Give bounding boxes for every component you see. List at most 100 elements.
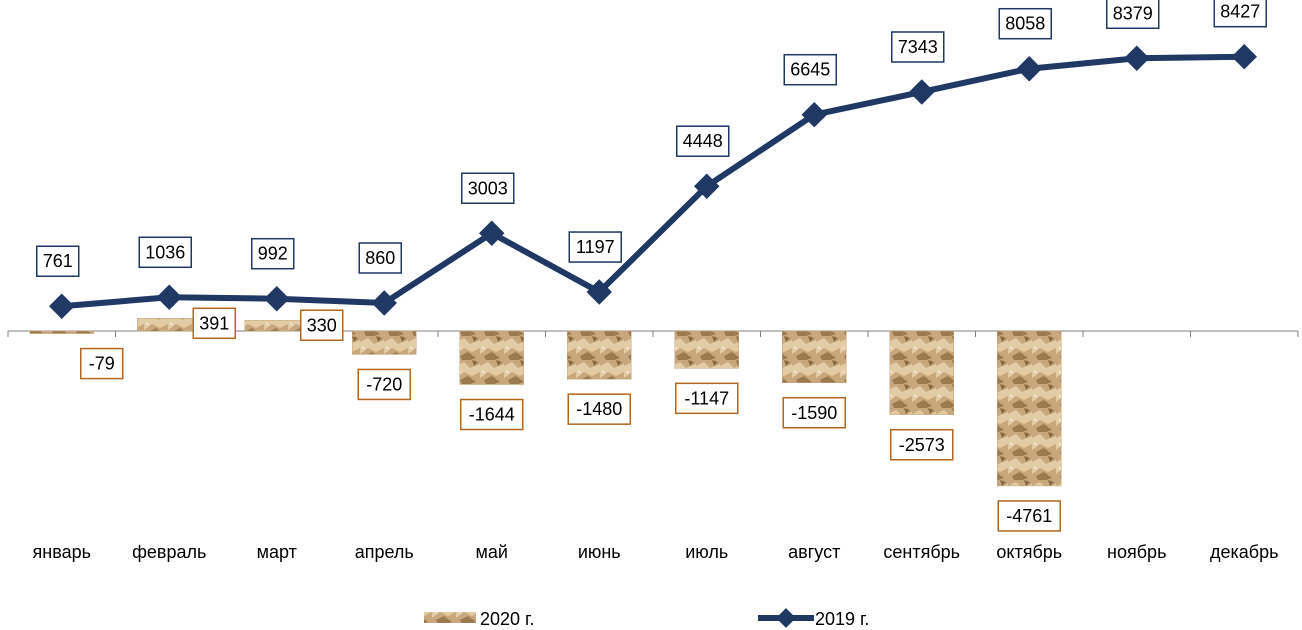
label-2020-4: -1644 bbox=[460, 398, 524, 431]
bar-2020-3 bbox=[352, 330, 417, 355]
marker-2019-10 bbox=[1124, 45, 1150, 71]
label-2020-6: -1147 bbox=[675, 382, 739, 415]
bar-2020-6 bbox=[674, 330, 739, 369]
label-2019-6: 4448 bbox=[676, 125, 730, 157]
label-2020-0-box bbox=[80, 347, 124, 380]
label-2019-4-box bbox=[461, 172, 515, 205]
label-2019-1-text: 1036 bbox=[145, 242, 185, 262]
bar-2020-2 bbox=[244, 320, 309, 332]
bar-2020-9 bbox=[997, 330, 1062, 487]
marker-2019-7 bbox=[801, 101, 827, 128]
marker-2019-8 bbox=[909, 79, 935, 105]
label-2019-9-text: 8058 bbox=[1005, 14, 1045, 34]
category-label-8: сентябрь bbox=[883, 542, 960, 562]
label-2019-7: 6645 bbox=[783, 53, 837, 86]
category-label-0: январь bbox=[33, 542, 91, 562]
category-label-9: октябрь bbox=[996, 542, 1062, 562]
marker-2019-0 bbox=[49, 293, 75, 319]
category-label-4: май bbox=[476, 542, 508, 562]
label-2020-4-text: -1644 bbox=[469, 405, 515, 425]
label-2020-5-box bbox=[567, 393, 631, 425]
label-2019-6-box bbox=[676, 125, 730, 157]
marker-2019-1 bbox=[156, 284, 182, 311]
label-2019-2-text: 992 bbox=[258, 244, 288, 264]
label-2019-4-text: 3003 bbox=[468, 178, 508, 198]
label-2020-8: -2573 bbox=[890, 429, 954, 461]
label-2019-11-text: 8427 bbox=[1220, 2, 1260, 22]
label-2019-5-text: 1197 bbox=[576, 237, 615, 257]
label-2020-4-box bbox=[460, 398, 524, 431]
marker-2019-3 bbox=[371, 290, 397, 316]
label-2019-5-box bbox=[568, 231, 622, 263]
label-2020-2-box bbox=[300, 309, 344, 342]
label-2019-10-text: 8379 bbox=[1113, 3, 1153, 23]
label-2019-3-box bbox=[358, 242, 402, 274]
data-labels: 761 1036 992 860 3003 1197 4448 6645 7343 8058 837… bbox=[36, 0, 1267, 532]
marker-2019-4 bbox=[479, 220, 505, 246]
label-2019-1: 1036 bbox=[138, 236, 192, 269]
category-label-3: апрель bbox=[355, 542, 414, 562]
label-2020-7-box bbox=[782, 397, 846, 429]
label-2020-5-text: -1480 bbox=[576, 399, 622, 419]
label-2020-5: -1480 bbox=[567, 393, 631, 425]
label-2019-3: 860 bbox=[358, 242, 402, 274]
marker-2019-2 bbox=[264, 285, 290, 312]
legend-marker-2019 bbox=[776, 608, 796, 628]
label-2019-0: 761 bbox=[36, 245, 80, 277]
bar-2020-7 bbox=[782, 330, 847, 384]
marker-2019-9 bbox=[1016, 55, 1042, 82]
label-2019-5: 1197 bbox=[568, 231, 622, 263]
label-2019-10: 8379 bbox=[1106, 0, 1160, 30]
label-2020-0-text: -79 bbox=[89, 354, 115, 374]
label-2019-7-box bbox=[783, 53, 837, 86]
category-label-1: февраль bbox=[132, 542, 206, 562]
label-2019-8-box bbox=[891, 31, 945, 63]
label-2019-2-box bbox=[251, 237, 295, 270]
bar-2020-0 bbox=[29, 330, 94, 334]
label-2019-2: 992 bbox=[251, 237, 295, 270]
label-2019-11: 8427 bbox=[1213, 0, 1267, 28]
bar-series-2020 bbox=[29, 318, 1062, 487]
marker-2019-11 bbox=[1231, 43, 1257, 70]
category-label-2: март bbox=[257, 542, 297, 562]
line-2019-path bbox=[61, 53, 1245, 310]
legend: 2020 г. 2019 г. bbox=[424, 608, 869, 629]
label-2020-8-text: -2573 bbox=[899, 435, 945, 455]
bar-2020-5 bbox=[567, 330, 632, 380]
label-2020-2: 330 bbox=[300, 309, 344, 342]
label-2019-11-box bbox=[1213, 0, 1267, 28]
label-2020-8-box bbox=[890, 429, 954, 461]
label-2020-2-text: 330 bbox=[307, 315, 337, 335]
label-2019-0-text: 761 bbox=[43, 251, 73, 271]
bar-2020-1 bbox=[137, 318, 202, 332]
label-2020-9: -4761 bbox=[997, 500, 1061, 532]
category-label-5: июнь bbox=[578, 542, 621, 562]
category-label-11: декабрь bbox=[1210, 542, 1279, 562]
legend-label-2019: 2019 г. bbox=[815, 609, 869, 629]
label-2020-9-text: -4761 bbox=[1006, 506, 1052, 526]
label-2020-1-box bbox=[192, 307, 236, 340]
category-label-6: июль bbox=[685, 542, 728, 562]
label-2019-8-text: 7343 bbox=[898, 37, 938, 57]
label-2020-3-box bbox=[357, 368, 411, 401]
label-2019-10-box bbox=[1106, 0, 1160, 30]
category-label-10: ноябрь bbox=[1107, 542, 1166, 562]
label-2019-1-box bbox=[138, 236, 192, 269]
bar-2020-4 bbox=[459, 330, 524, 385]
label-2020-7: -1590 bbox=[782, 397, 846, 429]
label-2020-3: -720 bbox=[357, 368, 411, 401]
label-2020-7-text: -1590 bbox=[791, 403, 837, 423]
category-labels: январь февраль март апрель май июнь июль август… bbox=[33, 542, 1279, 562]
legend-label-2020: 2020 г. bbox=[480, 609, 534, 629]
label-2020-0: -79 bbox=[80, 347, 124, 380]
label-2020-9-box bbox=[997, 500, 1061, 532]
label-2019-9: 8058 bbox=[998, 7, 1052, 40]
label-2019-0-box bbox=[36, 245, 80, 277]
label-2019-9-box bbox=[998, 7, 1052, 40]
label-2020-6-text: -1147 bbox=[684, 388, 729, 408]
category-label-7: август bbox=[788, 542, 840, 562]
label-2019-7-text: 6645 bbox=[790, 60, 830, 80]
label-2020-1-text: 391 bbox=[199, 313, 229, 333]
legend-swatch-2020 bbox=[424, 612, 476, 623]
label-2020-6-box bbox=[675, 382, 739, 415]
